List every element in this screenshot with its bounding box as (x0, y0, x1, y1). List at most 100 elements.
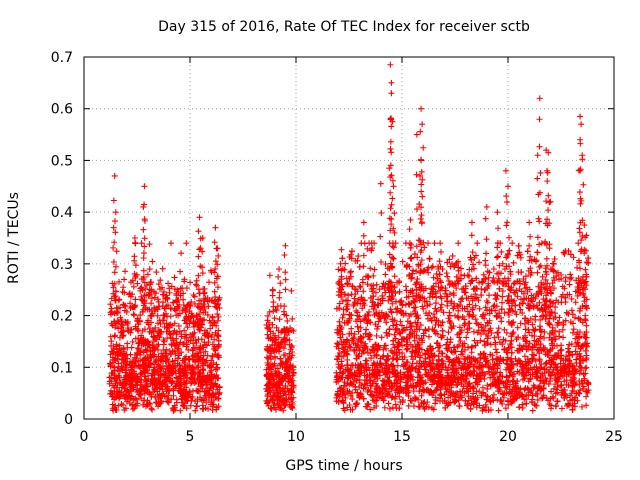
data-point (385, 400, 392, 407)
data-point (271, 362, 278, 369)
data-point (437, 391, 444, 398)
data-point (272, 368, 279, 375)
data-point (282, 351, 289, 358)
data-point (201, 341, 208, 348)
data-point (265, 319, 272, 326)
data-point (140, 250, 147, 257)
data-point (213, 361, 220, 368)
data-point (168, 396, 175, 403)
data-point (430, 274, 437, 281)
data-point (527, 253, 534, 260)
data-point (136, 363, 143, 370)
data-point (183, 369, 190, 376)
data-point (120, 381, 127, 388)
data-point (132, 335, 139, 342)
data-point (119, 382, 126, 389)
data-point (270, 330, 277, 337)
data-point (418, 105, 425, 112)
data-point (157, 320, 164, 327)
data-point (209, 403, 216, 410)
data-point (175, 355, 182, 362)
data-point (195, 253, 202, 260)
data-point (111, 333, 118, 340)
data-point (209, 322, 216, 329)
data-point (283, 358, 290, 365)
data-point (146, 400, 153, 407)
data-point (338, 246, 345, 253)
data-point (175, 367, 182, 374)
data-point (388, 79, 395, 86)
data-point (215, 354, 222, 361)
data-point (125, 396, 132, 403)
data-point (419, 193, 426, 200)
data-point (134, 280, 141, 287)
data-point (418, 257, 425, 264)
data-point (151, 386, 158, 393)
data-point (407, 216, 414, 223)
data-point (126, 371, 133, 378)
data-point (152, 358, 159, 365)
data-point (212, 265, 219, 272)
data-point (289, 404, 296, 411)
data-point (141, 326, 148, 333)
data-point (491, 279, 498, 286)
data-point (373, 332, 380, 339)
data-point (277, 355, 284, 362)
data-point (113, 248, 120, 255)
data-point (354, 323, 361, 330)
data-point (172, 383, 179, 390)
data-point (115, 297, 122, 304)
data-point (265, 355, 272, 362)
data-point (468, 349, 475, 356)
data-point (115, 351, 122, 358)
data-point (182, 305, 189, 312)
data-point (265, 388, 272, 395)
data-point (276, 316, 283, 323)
data-point (461, 272, 468, 279)
data-point (432, 300, 439, 307)
chart-title: Day 315 of 2016, Rate Of TEC Index for r… (158, 19, 530, 35)
data-point (273, 324, 280, 331)
data-point (288, 388, 295, 395)
data-point (180, 290, 187, 297)
data-point (418, 157, 425, 164)
data-point (430, 311, 437, 318)
data-point (476, 305, 483, 312)
data-point (190, 366, 197, 373)
data-point (348, 325, 355, 332)
data-point (144, 271, 151, 278)
data-point (155, 341, 162, 348)
data-point (264, 345, 271, 352)
data-point (279, 360, 286, 367)
data-point (112, 218, 119, 225)
data-point (473, 285, 480, 292)
data-point (364, 245, 371, 252)
data-point (566, 348, 573, 355)
data-point (170, 368, 177, 375)
data-point (182, 364, 189, 371)
data-point (499, 293, 506, 300)
data-point (494, 253, 501, 260)
data-point (532, 402, 539, 409)
data-point (389, 404, 396, 411)
data-point (181, 327, 188, 334)
data-point (156, 385, 163, 392)
data-point (168, 283, 175, 290)
data-point (465, 344, 472, 351)
data-point (386, 326, 393, 333)
data-point (155, 281, 162, 288)
data-point (141, 383, 148, 390)
data-point (195, 358, 202, 365)
data-point (388, 90, 395, 97)
data-point (463, 334, 470, 341)
data-point (193, 339, 200, 346)
data-point (111, 318, 118, 325)
data-point (443, 270, 450, 277)
data-point (141, 183, 148, 190)
data-point (161, 370, 168, 377)
data-point (138, 240, 145, 247)
data-point (161, 312, 168, 319)
data-point (268, 370, 275, 377)
data-point (115, 360, 122, 367)
data-point (493, 349, 500, 356)
